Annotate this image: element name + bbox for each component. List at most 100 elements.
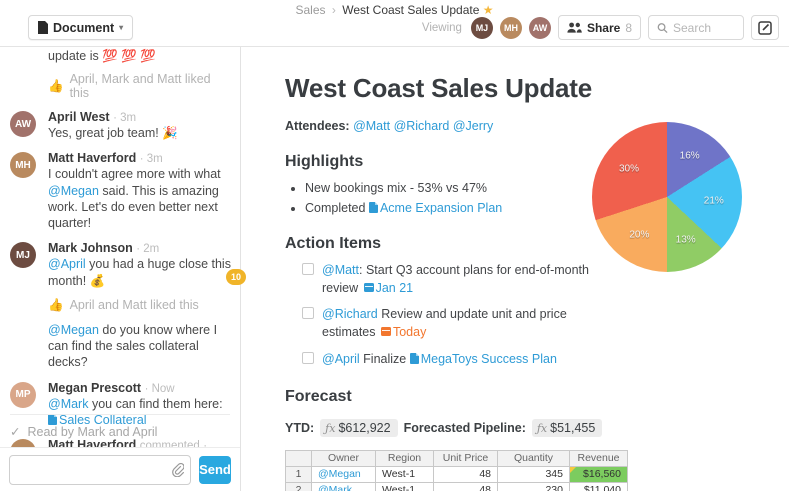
comment-message: MP Megan Prescott · Now @Mark you can fi… <box>10 381 232 429</box>
viewer-avatar[interactable]: MH <box>499 16 522 39</box>
mention-link[interactable]: @Mark <box>48 396 89 411</box>
search-box[interactable] <box>648 15 744 40</box>
favorite-star-icon[interactable]: ★ <box>482 3 494 17</box>
document-link[interactable]: Sales Collateral <box>48 413 147 427</box>
document-icon <box>409 352 419 364</box>
action-item-text[interactable]: @Matt: Start Q3 account plans for end-of… <box>322 263 589 296</box>
mention-link[interactable]: @April <box>322 351 360 366</box>
document-canvas: West Coast Sales Update Attendees: @Matt… <box>242 47 789 491</box>
author-name[interactable]: Megan Prescott <box>48 380 142 395</box>
table-header-row: Owner Region Unit Price Quantity Revenue <box>285 449 628 467</box>
section-heading-action-items[interactable]: Action Items <box>285 235 382 252</box>
due-date-link[interactable]: Jan 21 <box>362 281 413 295</box>
partial-message: update is 💯 💯 💯 <box>48 49 156 63</box>
mention-link[interactable]: @Matt <box>353 119 391 133</box>
author-name[interactable]: April West <box>48 110 110 124</box>
checkbox[interactable] <box>302 263 314 275</box>
action-word: commented <box>139 440 200 447</box>
mention-link[interactable]: @Jerry <box>452 119 494 133</box>
message-text: I couldn't agree more with what @Megan s… <box>48 167 221 230</box>
avatar[interactable]: AW <box>10 111 36 137</box>
comment-anchor-badge[interactable]: 10 <box>226 269 246 285</box>
section-heading-forecast[interactable]: Forecast <box>285 387 352 405</box>
thumbs-up-icon[interactable]: 👍 <box>48 296 64 312</box>
toolbar-right: Viewing MJ MH AW Share 8 <box>422 15 779 40</box>
send-button[interactable]: Send <box>199 455 231 484</box>
breadcrumb-title[interactable]: West Coast Sales Update <box>342 3 480 17</box>
people-icon <box>567 22 582 33</box>
mention-link[interactable]: @Richard <box>322 307 378 322</box>
pipeline-formula-pill[interactable]: ƒx $51,455 <box>531 418 603 437</box>
comment-thread: MH 10 Matt Haverford commented · Now Chr… <box>10 438 232 447</box>
comment-message: MH Matt Haverford · 3m I couldn't agree … <box>10 151 232 231</box>
document-type-button[interactable]: Document ▾ <box>28 15 134 40</box>
author-name[interactable]: Matt Haverford <box>48 438 137 447</box>
comment-message: AW April West · 3m Yes, great job team! … <box>10 110 232 141</box>
comment-input-box[interactable] <box>9 454 191 485</box>
document-body: West Coast Sales Update Attendees: @Matt… <box>242 47 652 491</box>
avatar[interactable]: MH <box>10 439 36 447</box>
share-button[interactable]: Share 8 <box>557 15 641 40</box>
document-link[interactable]: MegaToys Success Plan <box>409 352 557 366</box>
like-row: 👍 April and Matt liked this <box>48 297 232 313</box>
column-header[interactable]: Quantity <box>497 449 570 467</box>
pie-slice-label: 20% <box>629 229 650 241</box>
action-item-text[interactable]: @April Finalize MegaToys Success Plan <box>322 351 557 366</box>
author-name[interactable]: Matt Haverford <box>48 151 137 166</box>
document-icon <box>48 413 57 425</box>
timestamp: · Now <box>203 440 208 447</box>
avatar[interactable]: MP <box>10 381 36 408</box>
breadcrumb: Sales › West Coast Sales Update ★ <box>0 3 789 17</box>
author-name[interactable]: Mark Johnson <box>48 241 133 256</box>
search-input[interactable] <box>673 20 735 35</box>
pipeline-label: Forecasted Pipeline: <box>403 420 526 435</box>
checkbox[interactable] <box>302 351 314 364</box>
checkbox[interactable] <box>302 307 314 320</box>
like-text: April, Mark and Matt liked this <box>69 72 211 100</box>
like-text: April and Matt liked this <box>69 297 199 312</box>
column-header[interactable]: Region <box>375 449 434 467</box>
highlights-list: New bookings mix - 53% vs 47% Completed … <box>285 181 652 215</box>
mention-link[interactable]: @Megan <box>48 322 99 337</box>
timestamp: · 3m <box>113 112 137 124</box>
message-text: Yes, great job team! 🎉 <box>48 126 178 140</box>
mention-link[interactable]: @Megan <box>48 183 99 198</box>
message-text: @Megan do you know where I can find the … <box>48 322 218 370</box>
ytd-formula-pill[interactable]: ƒx $612,922 <box>320 418 398 437</box>
column-header[interactable]: Unit Price <box>433 449 498 467</box>
attachment-paperclip-icon[interactable] <box>171 462 184 477</box>
message-text: @April you had a huge close this month! … <box>48 257 231 288</box>
bookings-pie-chart[interactable]: 16% 21% 13% 20% 30% <box>592 122 742 272</box>
mention-link[interactable]: @Richard <box>393 119 450 133</box>
mention-link[interactable]: @Matt <box>322 263 359 277</box>
action-item-text[interactable]: @Richard Review and update unit and pric… <box>322 307 567 340</box>
section-heading-highlights[interactable]: Highlights <box>285 153 364 170</box>
compose-button[interactable] <box>751 15 779 40</box>
revenue-cell[interactable]: $11,040 <box>569 481 628 491</box>
column-header[interactable]: Revenue <box>569 449 628 467</box>
avatar[interactable]: MH <box>10 152 36 179</box>
viewer-avatar[interactable]: MJ <box>470 16 493 39</box>
comment-input[interactable] <box>16 462 171 477</box>
check-icon: ✓ <box>10 425 21 439</box>
owner-mention[interactable]: @Mark <box>311 481 376 491</box>
revenue-cell-green[interactable]: $16,560 <box>569 465 628 483</box>
new-document-pencil-icon <box>758 20 772 35</box>
document-link[interactable]: Acme Expansion Plan <box>368 201 502 215</box>
pie-slice-label: 16% <box>679 150 700 162</box>
breadcrumb-separator: › <box>331 3 336 17</box>
owner-mention[interactable]: @Megan <box>311 465 376 483</box>
thumbs-up-icon[interactable]: 👍 <box>48 78 64 93</box>
breadcrumb-folder[interactable]: Sales <box>295 3 326 17</box>
mention-link[interactable]: @April <box>48 257 86 272</box>
due-date-link[interactable]: Today <box>379 325 426 339</box>
page-title[interactable]: West Coast Sales Update <box>285 73 593 103</box>
bullet-item[interactable]: New bookings mix - 53% vs 47% <box>305 181 652 195</box>
share-count: 8 <box>625 20 632 35</box>
avatar[interactable]: MJ <box>10 242 36 269</box>
viewer-avatar[interactable]: AW <box>528 16 551 39</box>
bullet-item[interactable]: Completed Acme Expansion Plan <box>305 201 652 215</box>
column-header[interactable]: Owner <box>311 449 376 467</box>
top-bar: Sales › West Coast Sales Update ★ Docume… <box>0 0 789 47</box>
